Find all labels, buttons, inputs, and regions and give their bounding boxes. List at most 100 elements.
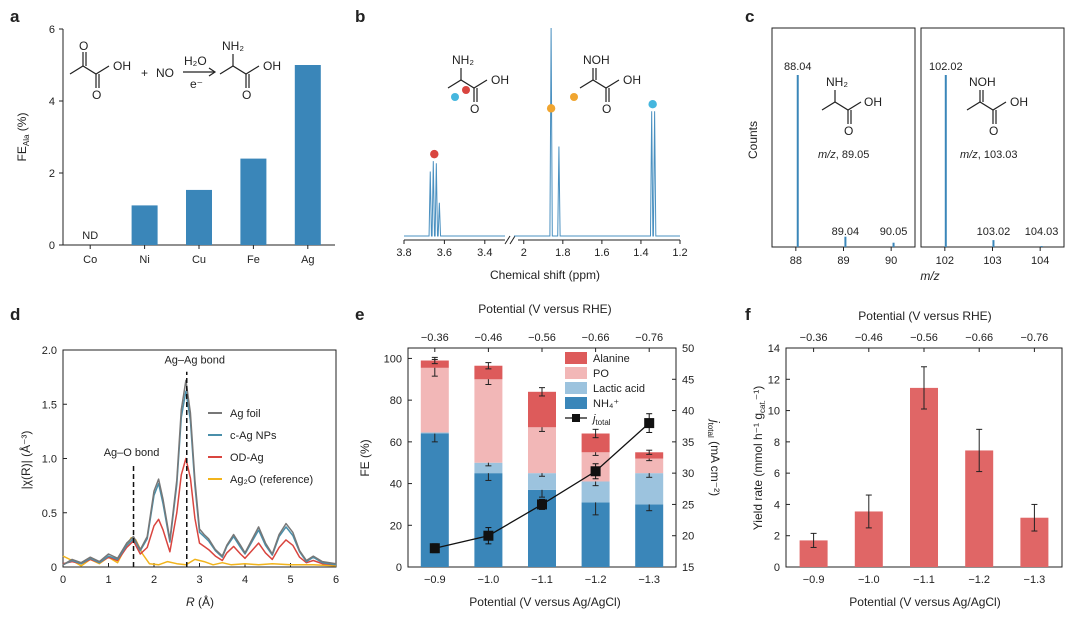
nmr-xtick-label: 2	[521, 247, 527, 259]
fe-xtick-label: −1.3	[638, 574, 660, 586]
nmr-trace-left	[404, 161, 505, 237]
fe-ytick-label: 80	[390, 395, 402, 407]
nmr-marker-cyan	[648, 100, 657, 109]
exafs-ytick-label: 0	[51, 562, 57, 574]
panel-a-bars	[131, 65, 321, 245]
yield-xtick-label: −1.2	[968, 574, 990, 586]
ms-alanine-structure	[821, 90, 862, 124]
panel-a-xtick-label: Fe	[247, 254, 260, 266]
jtotal-ytick-label: 35	[682, 437, 694, 449]
legend-swatch	[565, 352, 587, 364]
legend-swatch	[565, 367, 587, 379]
yield-rhe-xtick-label: −0.36	[800, 332, 828, 344]
legend-label: Lactic acid	[593, 383, 645, 395]
jtotal-marker	[537, 499, 547, 510]
ms-peak-label: 103.02	[977, 226, 1011, 238]
panel-a-xtick-label: Ni	[139, 254, 149, 266]
nmr-xtick-label: 3.6	[437, 247, 452, 259]
panel-c-ylabel: Counts	[746, 121, 760, 159]
ms-alanine-oh: OH	[864, 95, 882, 109]
yield-xtick-label: −1.1	[913, 574, 935, 586]
ms-oxime-o: O	[989, 124, 998, 138]
fe-stacked-bar-chart: 0 20 40 60 80 100 15 20 25 30 35 40 45 50 −0.9 −0.36 −1.…	[384, 332, 695, 586]
jtotal-ytick-label: 25	[682, 499, 694, 511]
legend-label: Ag foil	[230, 408, 261, 420]
nmr-trace-right	[514, 27, 680, 237]
exafs-series-ag-foil	[62, 379, 337, 566]
yield-rhe-xtick-label: −0.66	[965, 332, 993, 344]
plus-sign: +	[141, 66, 148, 80]
ms-spectra: 88 89 90 88.04 89.04 90.05 102 103 104 102.02 103.…	[771, 27, 1065, 267]
panel-a-ylabel: FEAla (%)	[15, 113, 31, 162]
panel-label-a: a	[10, 7, 20, 26]
panel-b-xlabel: Chemical shift (ppm)	[490, 268, 600, 282]
fe-bar-po	[528, 427, 556, 474]
jtotal-marker	[590, 466, 601, 477]
nmr-oxime-structure	[579, 68, 620, 102]
fe-ytick-label: 0	[396, 562, 402, 574]
yield-xtick-label: −0.9	[803, 574, 825, 586]
panel-a-xtick-label: Co	[83, 254, 97, 266]
jtotal-ytick-label: 30	[682, 468, 694, 480]
panel-label-e: e	[355, 305, 364, 324]
rhe-xtick-label: −0.46	[474, 332, 502, 344]
axis-break-mark	[504, 235, 511, 245]
fe-bar-alanine	[528, 391, 556, 428]
fe-bar-lactic-acid	[420, 432, 449, 434]
bar-ag	[294, 65, 321, 245]
jtotal-marker	[644, 418, 655, 429]
ms-caption-1: m/z, 89.05	[818, 149, 869, 161]
fe-bar-alanine	[635, 452, 664, 459]
legend-jtotal-label: jtotal	[591, 413, 611, 427]
pyruvate-o: O	[79, 39, 88, 53]
jtotal-ytick-label: 40	[682, 406, 694, 418]
reaction-scheme	[69, 52, 260, 88]
legend-label: OD-Ag	[230, 452, 264, 464]
panel-a-ytick-label: 2	[49, 168, 55, 180]
ms-xtick-label: 89	[837, 255, 849, 267]
annotation-nd: ND	[82, 230, 98, 242]
pyruvate-o2: O	[92, 88, 101, 102]
panel-a-xtick-label: Cu	[192, 254, 206, 266]
panel-f-top-xlabel: Potential (V versus RHE)	[858, 309, 991, 323]
exafs-series-c-ag-nps	[62, 390, 337, 566]
yield-bar	[910, 387, 938, 567]
panel-label-c: c	[745, 7, 754, 26]
exafs-series-od-ag	[62, 457, 337, 566]
jtotal-marker	[429, 543, 440, 554]
panel-f: f Potential (V versus RHE) 0 2 4 6 8 10 12 14 −0…	[745, 305, 1063, 609]
exafs-ytick-label: 2.0	[42, 345, 57, 357]
jtotal-ytick-label: 15	[682, 562, 694, 574]
panel-c: c Counts m/z 88 89 90 88.04 89.04 90.05 102 103…	[745, 7, 1065, 283]
legend-jtotal-marker	[572, 414, 580, 422]
legend-label: c-Ag NPs	[230, 430, 277, 442]
nmr-xtick-label: 1.2	[672, 247, 687, 259]
ms-peak-label: 104.03	[1025, 226, 1059, 238]
panel-a-ytick-label: 6	[49, 24, 55, 36]
nmr-marker-orange	[546, 104, 556, 113]
nmr-xtick-label: 3.8	[396, 247, 411, 259]
yield-ytick-label: 12	[768, 374, 780, 386]
ms-xtick-label: 90	[885, 255, 897, 267]
annotation-label-1: Ag–O bond	[104, 447, 160, 459]
rhe-xtick-label: −0.36	[421, 332, 449, 344]
fe-bar-alanine	[420, 360, 449, 368]
ms-alanine-nh2: NH₂	[826, 75, 848, 89]
panel-label-b: b	[355, 7, 365, 26]
yield-ytick-label: 8	[774, 437, 780, 449]
ms-peak-label: 88.04	[784, 61, 812, 73]
orange-marker-oxime	[570, 93, 578, 101]
fe-bar-nh4-	[635, 504, 664, 567]
alanine-oh: OH	[263, 59, 281, 73]
panel-a-ytick-label: 4	[49, 96, 55, 108]
panel-d-xlabel: R (Å)	[186, 594, 214, 609]
bar-ni	[131, 205, 158, 245]
panel-label-f: f	[745, 305, 751, 324]
exafs-ytick-label: 1.0	[42, 454, 57, 466]
panel-a-ytick-label: 0	[49, 240, 55, 252]
no-label: NO	[156, 66, 174, 80]
panel-e-xlabel: Potential (V versus Ag/AgCl)	[469, 595, 620, 609]
fe-bar-alanine	[581, 433, 610, 453]
nmr-xtick-label: 1.8	[555, 247, 570, 259]
jtotal-marker	[483, 530, 494, 541]
